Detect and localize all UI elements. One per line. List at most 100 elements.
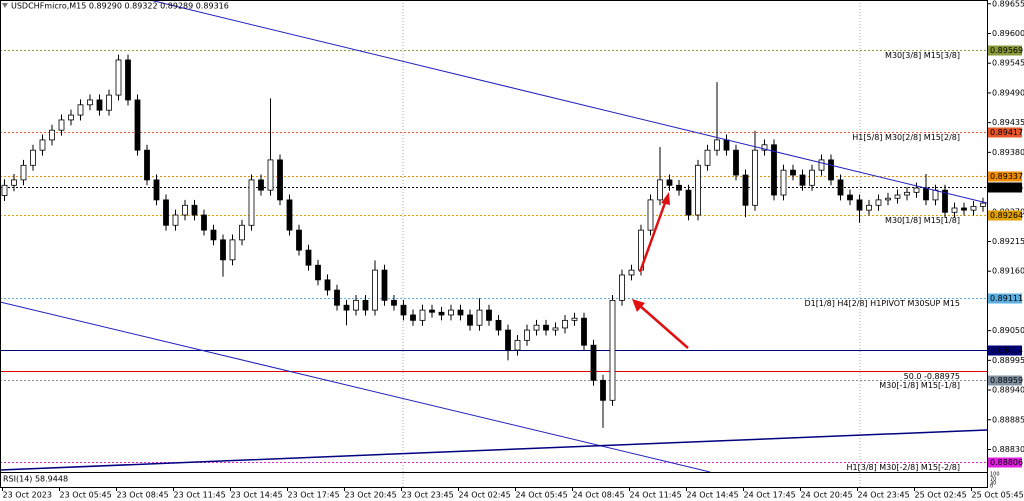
candle-body bbox=[856, 199, 863, 211]
x-tick-label: 23 Oct 23:45 bbox=[402, 491, 454, 500]
candle-body bbox=[790, 169, 796, 176]
price-box-label: 0.88959 bbox=[990, 376, 1023, 385]
x-tick-label: 24 Oct 02:45 bbox=[459, 491, 511, 500]
price-box bbox=[988, 210, 1022, 221]
y-tick-label: 0.89380 bbox=[992, 148, 1024, 157]
trendline bbox=[149, 0, 988, 204]
candle-body bbox=[410, 314, 416, 321]
candle-body bbox=[476, 309, 483, 326]
x-tick-label: 23 Oct 08:45 bbox=[117, 491, 169, 500]
candle-body bbox=[429, 309, 435, 313]
candle-body bbox=[239, 224, 245, 241]
y-tick-label: 0.88940 bbox=[992, 386, 1024, 395]
y-tick-label: 0.89215 bbox=[992, 237, 1024, 246]
candle-body bbox=[372, 269, 378, 311]
x-tick-label: 24 Oct 05:45 bbox=[516, 491, 568, 500]
candle-body bbox=[201, 214, 207, 231]
candle-body bbox=[505, 329, 511, 351]
price-box-label: 0.88806 bbox=[990, 458, 1023, 467]
price-box bbox=[988, 345, 1022, 356]
candles-layer bbox=[1, 54, 986, 428]
level-label: 50.0 -0.88975 bbox=[904, 372, 960, 381]
candle-body bbox=[571, 317, 578, 321]
candle-body bbox=[30, 149, 36, 166]
level-label: M30[3/8] M15[3/8] bbox=[885, 51, 960, 60]
candle-body bbox=[334, 289, 340, 306]
candle-body bbox=[685, 189, 692, 216]
candle-body bbox=[134, 99, 141, 151]
candle-body bbox=[125, 59, 131, 101]
price-box-label: 0.89569 bbox=[990, 46, 1023, 55]
candle-body bbox=[438, 311, 445, 316]
candle-body bbox=[619, 274, 625, 301]
price-box bbox=[988, 293, 1022, 304]
candle-body bbox=[932, 189, 939, 201]
x-tick-label: 25 Oct 02:45 bbox=[915, 491, 967, 500]
symbol-icon bbox=[2, 3, 8, 8]
candle-body bbox=[904, 191, 910, 196]
chart-title: USDCHFmicro,M15 0.89290 0.89322 0.89289 … bbox=[11, 2, 229, 11]
candle-body bbox=[543, 324, 549, 331]
candle-body bbox=[68, 114, 74, 121]
candle-body bbox=[258, 179, 264, 191]
y-tick-label: 0.89655 bbox=[992, 0, 1024, 8]
price-box bbox=[988, 45, 1022, 56]
candle-body bbox=[875, 199, 882, 206]
y-tick-label: 0.88830 bbox=[992, 445, 1024, 454]
y-tick-label: 0.89435 bbox=[992, 118, 1024, 127]
candle-body bbox=[695, 164, 701, 216]
candle-body bbox=[315, 264, 321, 281]
price-box bbox=[988, 127, 1022, 138]
candle-body bbox=[182, 204, 188, 216]
candle-body bbox=[961, 207, 967, 211]
rsi-tick-label: 100 bbox=[990, 472, 1000, 478]
candle-body bbox=[809, 169, 815, 186]
level-label: H1[3/8] M30[-2/8] M15[-2/8] bbox=[847, 463, 960, 472]
candle-body bbox=[495, 319, 502, 331]
candle-body bbox=[970, 205, 977, 211]
y-tick-label: 0.89490 bbox=[992, 88, 1024, 97]
candle-body bbox=[400, 304, 407, 316]
price-box-label: 0.89111 bbox=[990, 294, 1023, 303]
candle-body bbox=[847, 194, 853, 201]
y-tick-label: 0.88995 bbox=[992, 356, 1024, 365]
x-tick-label: 23 Oct 05:45 bbox=[60, 491, 112, 500]
candle-body bbox=[39, 139, 46, 151]
candle-body bbox=[20, 164, 27, 181]
candle-body bbox=[562, 319, 568, 329]
candle-body bbox=[647, 199, 654, 231]
candle-body bbox=[923, 187, 929, 201]
candle-body bbox=[885, 197, 891, 201]
candle-body bbox=[353, 299, 359, 311]
candle-body bbox=[913, 187, 920, 193]
price-box-label: 0.89316 bbox=[990, 183, 1023, 192]
candle-body bbox=[248, 179, 255, 226]
candle-body bbox=[866, 204, 872, 211]
candle-body bbox=[220, 239, 226, 261]
price-box-label: 0.89014 bbox=[990, 346, 1023, 355]
rsi-tick-label: 70 bbox=[990, 477, 996, 483]
candle-body bbox=[676, 184, 682, 191]
candle-body bbox=[457, 309, 464, 316]
candle-body bbox=[942, 189, 948, 213]
candle-body bbox=[657, 179, 663, 201]
candle-body bbox=[58, 119, 65, 131]
candle-body bbox=[381, 269, 388, 301]
candle-body bbox=[191, 204, 198, 216]
price-box bbox=[988, 457, 1022, 468]
candle-body bbox=[96, 99, 103, 111]
candle-body bbox=[980, 202, 986, 207]
y-tick-label: 0.89160 bbox=[992, 267, 1024, 276]
price-box-label: 0.89417 bbox=[990, 128, 1023, 137]
y-tick-label: 0.89600 bbox=[992, 29, 1024, 38]
candle-body bbox=[267, 159, 274, 191]
candle-body bbox=[277, 159, 283, 201]
price-box bbox=[988, 375, 1022, 386]
price-box-label: 0.89264 bbox=[990, 211, 1023, 220]
candle-body bbox=[714, 139, 720, 151]
candle-body bbox=[87, 99, 93, 106]
candle-body bbox=[296, 229, 302, 251]
level-label: M30[-1/8] M15[-1/8] bbox=[879, 381, 960, 390]
candle-body bbox=[590, 344, 597, 381]
